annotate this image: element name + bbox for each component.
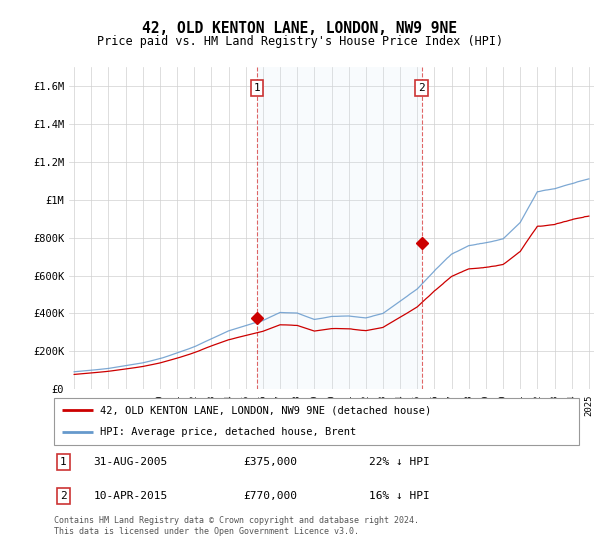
Text: Contains HM Land Registry data © Crown copyright and database right 2024.
This d: Contains HM Land Registry data © Crown c… xyxy=(54,516,419,536)
Text: £375,000: £375,000 xyxy=(243,457,297,467)
Text: 2: 2 xyxy=(60,491,67,501)
FancyBboxPatch shape xyxy=(54,398,579,445)
Text: 10-APR-2015: 10-APR-2015 xyxy=(94,491,167,501)
Text: 2: 2 xyxy=(418,83,425,93)
Text: 31-AUG-2005: 31-AUG-2005 xyxy=(94,457,167,467)
Text: 16% ↓ HPI: 16% ↓ HPI xyxy=(369,491,430,501)
Text: £770,000: £770,000 xyxy=(243,491,297,501)
Text: 42, OLD KENTON LANE, LONDON, NW9 9NE: 42, OLD KENTON LANE, LONDON, NW9 9NE xyxy=(143,21,458,36)
Text: Price paid vs. HM Land Registry's House Price Index (HPI): Price paid vs. HM Land Registry's House … xyxy=(97,35,503,48)
Text: 1: 1 xyxy=(60,457,67,467)
Text: 42, OLD KENTON LANE, LONDON, NW9 9NE (detached house): 42, OLD KENTON LANE, LONDON, NW9 9NE (de… xyxy=(100,405,431,416)
Text: HPI: Average price, detached house, Brent: HPI: Average price, detached house, Bren… xyxy=(100,427,356,437)
Text: 22% ↓ HPI: 22% ↓ HPI xyxy=(369,457,430,467)
Bar xyxy=(257,67,422,389)
Text: 1: 1 xyxy=(254,83,260,93)
